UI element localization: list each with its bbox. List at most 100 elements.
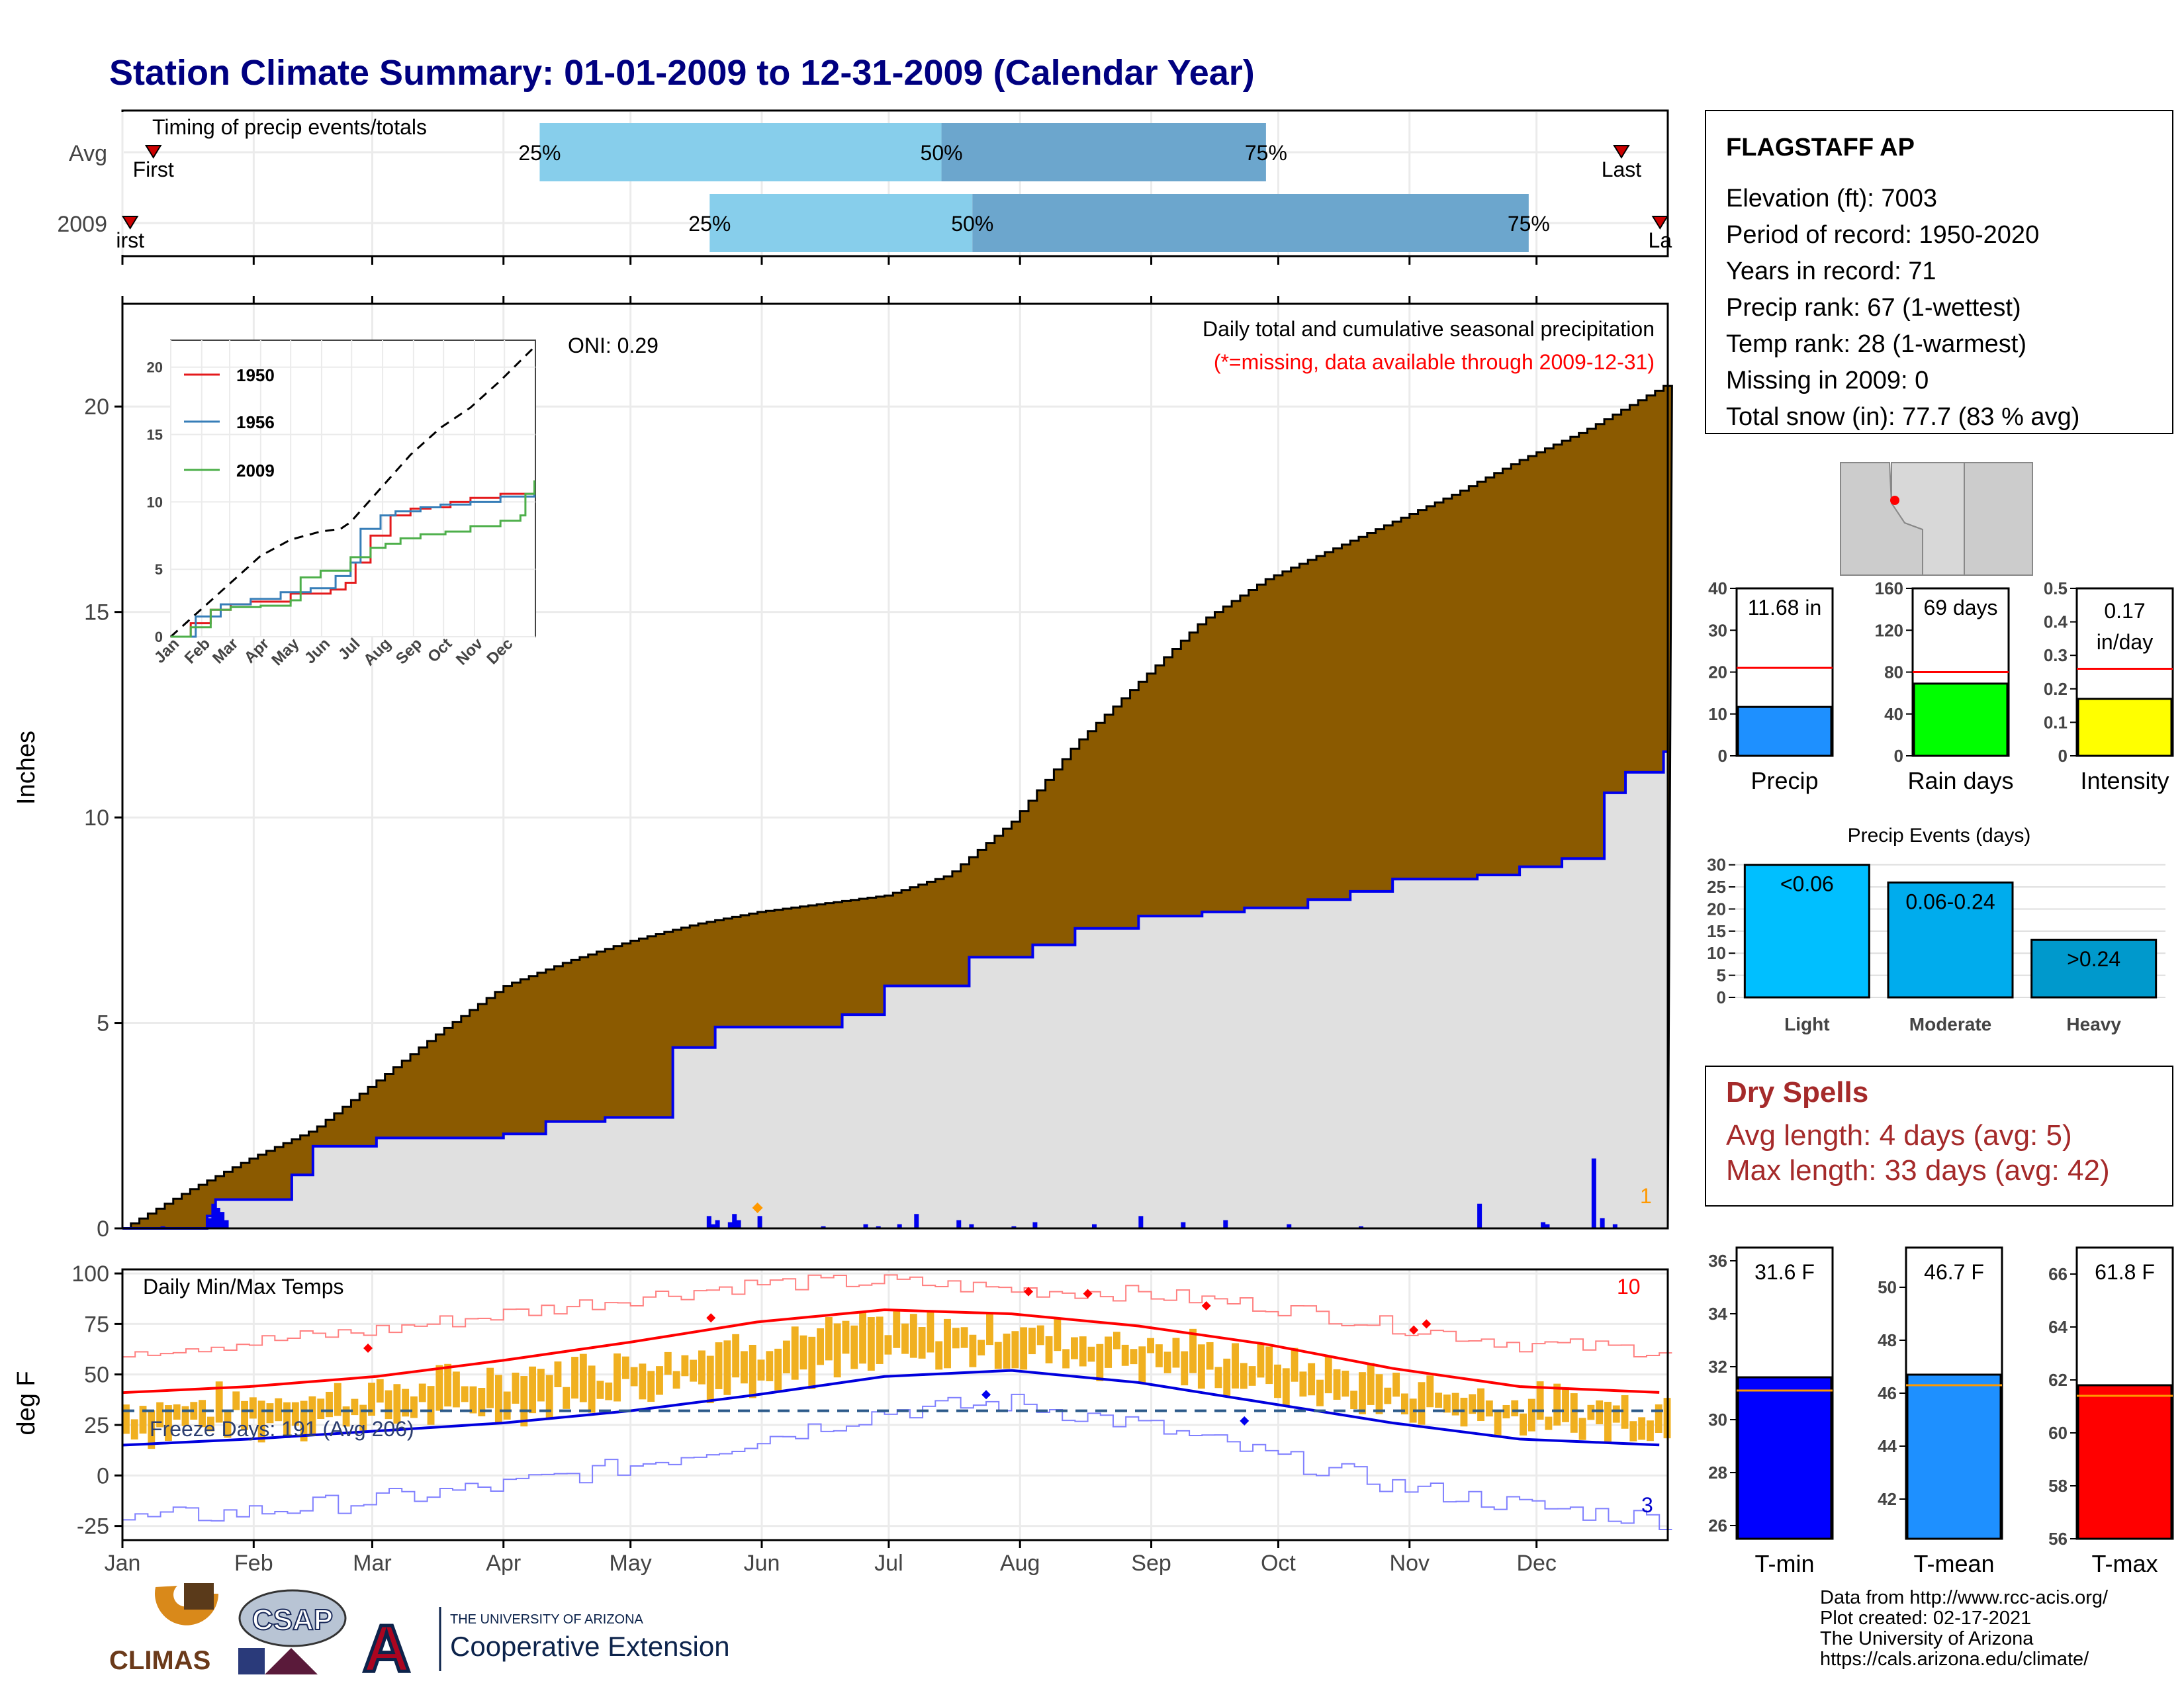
summary-bar-value: 11.68 in	[1748, 596, 1822, 619]
record-high-marker	[1422, 1319, 1432, 1329]
daily-temp-bar	[978, 1340, 985, 1355]
daily-temp-bar	[148, 1410, 156, 1449]
daily-temp-bar	[1511, 1400, 1519, 1416]
daily-temp-bar	[1392, 1373, 1400, 1397]
temp-y-tick-label: 75	[84, 1312, 109, 1337]
inset-lines	[169, 346, 535, 638]
daily-temp-bar	[334, 1383, 341, 1416]
daily-temp-bar	[698, 1350, 705, 1385]
events-tick-label: 5	[1717, 966, 1726, 985]
daily-precip-bar	[206, 1218, 212, 1228]
summary-bar-tick-label: 160	[1875, 578, 1903, 598]
temp-lines	[122, 1274, 1672, 1531]
timing-pct-label: 50%	[921, 141, 963, 165]
daily-temp-bar	[901, 1323, 909, 1354]
timing-bars: 25% 50% 75% First Last 25% 50% 75% irst La	[116, 123, 1672, 252]
temp-y-label: deg F	[13, 1371, 40, 1435]
daily-temp-bar	[825, 1317, 833, 1361]
ua-small-text: THE UNIVERSITY OF ARIZONA	[450, 1612, 644, 1627]
events-category-label: Heavy	[2066, 1014, 2121, 1034]
daily-precip-bar	[1181, 1222, 1186, 1228]
daily-temp-bar	[706, 1355, 714, 1404]
daily-temp-bar	[1435, 1393, 1443, 1408]
daily-temp-bar	[1451, 1393, 1459, 1416]
temp-summary-value: 31.6 F	[1754, 1260, 1815, 1284]
daily-temp-bar	[376, 1379, 384, 1403]
daily-temp-bar	[842, 1320, 850, 1354]
daily-temp-bar	[1138, 1346, 1146, 1383]
summary-bar-value-unit: in/day	[2097, 630, 2153, 654]
summary-bar-tick-label: 0.1	[2044, 712, 2068, 732]
daily-temp-bar	[774, 1348, 782, 1391]
daily-temp-bar	[909, 1314, 917, 1358]
summary-bar-label: Intensity	[2080, 767, 2169, 794]
record-low-marker	[981, 1390, 991, 1400]
timing-marker-first	[121, 216, 139, 230]
daily-temp-bar	[410, 1396, 418, 1418]
daily-temp-bar	[1248, 1366, 1256, 1386]
daily-temp-bar	[715, 1342, 723, 1389]
daily-temp-bar	[1520, 1413, 1527, 1436]
daily-temp-bar	[766, 1351, 774, 1381]
daily-temp-bar	[952, 1328, 960, 1349]
temp-summary-label: T-mean	[1913, 1550, 1994, 1577]
daily-temp-bar	[563, 1387, 570, 1409]
daily-precip-bar	[1591, 1158, 1596, 1228]
events-tick-label: 25	[1707, 877, 1726, 897]
precip-y-tick-label: 10	[84, 805, 109, 831]
daily-precip-bar	[1477, 1203, 1482, 1228]
daily-temp-bar	[1054, 1319, 1062, 1351]
summary-bar-tick-label: 0	[2058, 746, 2068, 766]
daily-temp-bar	[1612, 1405, 1620, 1423]
timing-marker-last	[1651, 216, 1669, 230]
month-tick-label: Jul	[874, 1551, 903, 1576]
events-tick-label: 30	[1707, 855, 1726, 875]
csap-block	[238, 1648, 265, 1674]
daily-temp-bar	[893, 1311, 901, 1348]
daily-temp-bar	[1036, 1325, 1044, 1346]
temp-summary-tick-label: 26	[1708, 1516, 1727, 1535]
dry-spells-title: Dry Spells	[1726, 1076, 1868, 1109]
daily-temp-bar	[1181, 1351, 1189, 1386]
summary-bar-value: 69 days	[1923, 596, 1997, 619]
daily-temp-bar	[1426, 1375, 1434, 1408]
daily-temp-bar	[224, 1412, 232, 1438]
summary-bar-tick-label: 0.3	[2044, 645, 2068, 665]
daily-temp-bar	[1655, 1404, 1662, 1434]
daily-temp-bar	[918, 1327, 926, 1359]
daily-precip-bar	[914, 1214, 919, 1228]
daily-temp-bar	[1553, 1383, 1561, 1426]
daily-temp-bar	[1359, 1372, 1366, 1414]
events-bar-label: <0.06	[1780, 872, 1834, 896]
daily-temp-bar	[833, 1323, 841, 1378]
events-tick-label: 15	[1707, 921, 1726, 941]
daily-precip-bar	[956, 1220, 962, 1228]
precip-areas	[122, 385, 1673, 1230]
summary-bar-tick-label: 20	[1708, 663, 1727, 682]
daily-temp-bar	[241, 1400, 248, 1430]
csap-cloud	[238, 1589, 347, 1647]
summary-bar-label: Rain days	[1907, 767, 2013, 794]
daily-temp-bar	[122, 1404, 130, 1434]
temp-summary-tick-label: 28	[1708, 1463, 1727, 1483]
daily-precip-bar	[757, 1216, 762, 1228]
daily-temp-bar	[1062, 1349, 1070, 1369]
temp-summary-tick-label: 56	[2048, 1529, 2068, 1549]
temp-summary-label: T-max	[2091, 1550, 2158, 1577]
inset-avg-line	[169, 346, 535, 638]
daily-precip-bar	[1138, 1216, 1144, 1228]
summary-bar-precip: 0 10 20 30 40 11.68 in Precip	[1708, 578, 1834, 794]
events-bar-label: >0.24	[2067, 947, 2120, 971]
daily-temp-bar	[368, 1383, 375, 1416]
daily-temp-bar	[757, 1359, 765, 1381]
daily-temp-bar	[291, 1402, 299, 1426]
summary-bar-value: 0.17	[2104, 599, 2145, 623]
daily-temp-bar	[791, 1326, 799, 1380]
temp-summary-fill	[1906, 1373, 2002, 1540]
precip-note-2: (*=missing, data available through 2009-…	[1214, 350, 1655, 374]
station-line: Years in record: 71	[1726, 257, 1936, 285]
summary-bars: 0 10 20 30 40 11.68 in Precip 0 40 80 120 160 69 day…	[1708, 578, 2174, 794]
daily-temp-bar	[385, 1390, 392, 1420]
page-title: Station Climate Summary: 01-01-2009 to 1…	[109, 53, 1255, 93]
